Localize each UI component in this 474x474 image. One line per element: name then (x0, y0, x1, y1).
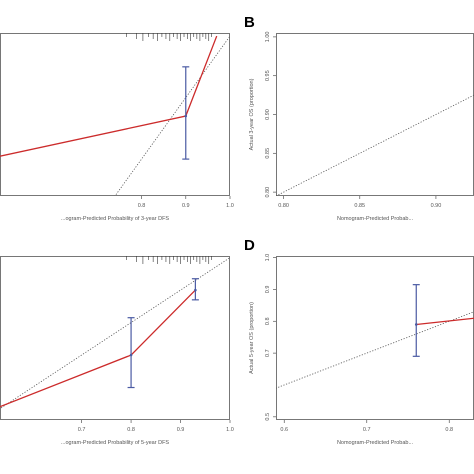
y-tick-label: 0.7 (265, 349, 271, 357)
panel-label: D (244, 237, 255, 254)
calibration-point (194, 288, 197, 292)
x-tick-label: 0.7 (363, 427, 371, 433)
x-tick-label: 1.0 (226, 427, 234, 433)
calibration-point (129, 353, 133, 357)
ideal-reference-line (0, 257, 230, 410)
panel-bottom-left: 0.7 0.8 0.9 1.0 ...ogram-Predicted Probabili… (0, 256, 234, 446)
ideal-reference-line (276, 94, 474, 196)
x-tick-label: 0.6 (280, 427, 288, 433)
y-axis-label: Actual 3-year OS (proportion) (249, 78, 255, 150)
panel-B: 0.80 0.85 0.90 0.80 0.85 0.90 0.95 1.00 Nomogram… (244, 14, 474, 222)
panel-D: 0.6 0.7 0.8 0.5 0.7 0.8 0.9 1.0 Nomogram-Predict… (244, 237, 474, 446)
panel-label: B (244, 14, 255, 31)
y-tick-label: 0.85 (265, 148, 271, 159)
plot-frame (0, 256, 230, 420)
y-tick-label: 0.80 (265, 187, 271, 198)
x-axis-label: ...ogram-Predicted Probability of 5-year… (61, 440, 170, 446)
plot-frame (0, 33, 230, 196)
x-tick-label: 0.85 (354, 203, 365, 209)
plot-frame (276, 33, 474, 196)
y-tick-label: 0.9 (265, 286, 271, 294)
calibration-point (184, 114, 188, 118)
calibration-line (416, 317, 474, 326)
plot-frame (276, 256, 474, 420)
x-tick-label: 0.8 (127, 427, 135, 433)
y-axis-label: Actual 5-year OS (proportion) (249, 302, 255, 374)
x-axis-label: Nomogram-Predicted Probab... (337, 440, 414, 446)
y-tick-label: 0.95 (265, 70, 271, 81)
x-tick-label: 0.9 (177, 427, 185, 433)
calibration-line (0, 35, 218, 157)
x-tick-label: 0.8 (138, 203, 146, 209)
x-tick-label: 0.8 (445, 427, 453, 433)
x-tick-label: 0.7 (78, 427, 86, 433)
x-axis-label: ...ogram-Predicted Probability of 3-year… (61, 216, 170, 222)
panel-top-left: 0.8 0.9 1.0 ...ogram-Predicted Probability … (0, 33, 234, 222)
y-tick-label: 0.90 (265, 109, 271, 120)
x-axis-label: Nomogram-Predicted Probab... (337, 216, 414, 222)
x-tick-label: 1.0 (226, 203, 234, 209)
calibration-point (414, 323, 418, 326)
x-tick-label: 0.80 (278, 203, 289, 209)
y-tick-label: 0.5 (265, 413, 271, 421)
x-tick-label: 0.90 (431, 203, 442, 209)
ideal-reference-line (114, 35, 230, 196)
ideal-reference-line (276, 311, 474, 389)
y-tick-label: 1.00 (265, 32, 271, 43)
calibration-line (0, 289, 196, 408)
x-tick-label: 0.9 (182, 203, 190, 209)
y-tick-label: 1.0 (265, 254, 271, 262)
y-tick-label: 0.8 (265, 317, 271, 325)
